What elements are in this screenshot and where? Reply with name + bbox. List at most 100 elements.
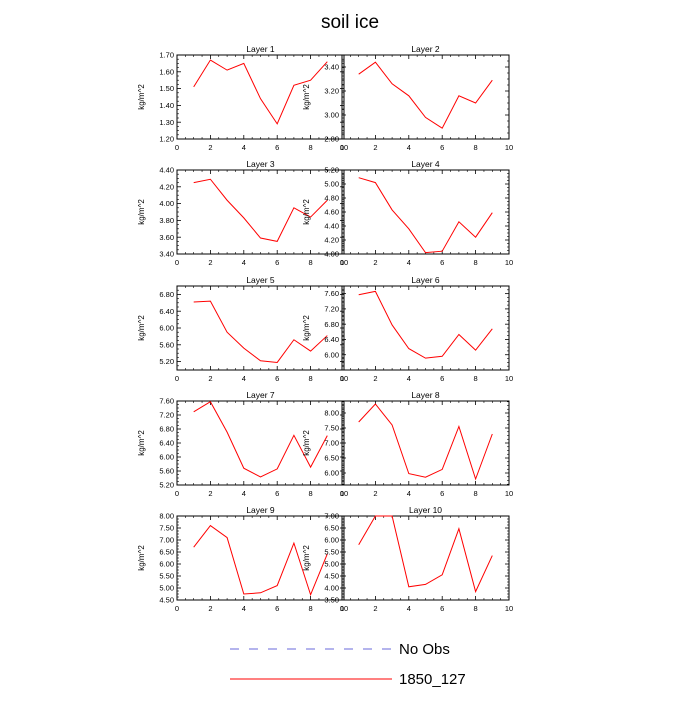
x-tick-label: 10 [340, 143, 348, 152]
x-tick-label: 10 [340, 258, 348, 267]
y-axis-label: kg/m^2 [302, 545, 311, 571]
panel-title: Layer 9 [246, 505, 275, 515]
legend: No Obs 1850_127 [230, 641, 466, 688]
x-tick-label: 8 [474, 489, 478, 498]
x-tick-label: 0 [340, 143, 344, 152]
legend-label: No Obs [399, 641, 450, 658]
y-tick-label: 4.00 [324, 250, 339, 259]
y-tick-label: 6.50 [324, 524, 339, 533]
series-line [358, 403, 493, 481]
panel-title: Layer 5 [246, 275, 275, 285]
y-tick-label: 4.50 [159, 596, 174, 605]
x-tick-label: 0 [340, 374, 344, 383]
x-tick-label: 8 [474, 374, 478, 383]
panel-5: Layer 5 0 2 4 6 8 10 5.20 5.60 6.00 6.40 6.80 kg/m^2 [137, 275, 348, 383]
y-tick-label: 6.80 [324, 320, 339, 329]
y-tick-label: 6.00 [159, 560, 174, 569]
panel-6: Layer 6 0 2 4 6 8 10 6.00 6.40 6.80 7.20 7.60 kg/m^2 [302, 275, 513, 383]
y-tick-label: 5.50 [324, 548, 339, 557]
y-tick-label: 3.20 [324, 87, 339, 96]
x-tick-label: 2 [373, 604, 377, 613]
y-tick-label: 3.50 [324, 596, 339, 605]
y-tick-label: 5.20 [324, 166, 339, 175]
y-tick-label: 7.00 [159, 536, 174, 545]
y-tick-label: 5.20 [159, 481, 174, 490]
y-tick-label: 4.60 [324, 208, 339, 217]
plot-frame [176, 285, 345, 371]
y-tick-label: 1.50 [159, 84, 174, 93]
y-tick-label: 3.80 [159, 216, 174, 225]
x-tick-label: 4 [407, 604, 411, 613]
y-tick-label: 6.40 [159, 307, 174, 316]
y-axis-label: kg/m^2 [137, 315, 146, 341]
x-tick-label: 8 [474, 258, 478, 267]
y-tick-label: 7.50 [159, 524, 174, 533]
x-tick-label: 10 [505, 258, 513, 267]
y-axis-label: kg/m^2 [302, 199, 311, 225]
y-tick-label: 5.00 [324, 180, 339, 189]
y-axis-label: kg/m^2 [137, 84, 146, 110]
y-tick-label: 7.60 [159, 397, 174, 406]
y-tick-label: 5.20 [159, 357, 174, 366]
y-tick-label: 6.00 [324, 350, 339, 359]
y-axis-label: kg/m^2 [302, 315, 311, 341]
y-axis-label: kg/m^2 [302, 84, 311, 110]
x-tick-label: 4 [407, 374, 411, 383]
x-tick-label: 8 [309, 374, 313, 383]
y-tick-label: 4.40 [159, 166, 174, 175]
x-tick-label: 2 [373, 489, 377, 498]
x-tick-label: 4 [407, 258, 411, 267]
x-tick-label: 2 [208, 489, 212, 498]
x-tick-label: 4 [242, 489, 246, 498]
series-line [358, 515, 493, 594]
series-line [193, 178, 328, 242]
panel-4: Layer 40 2 4 6 8 104.004.204.404.604.805.005.… [302, 159, 513, 267]
series-line [358, 177, 493, 254]
panel-3: Layer 3 0 2 4 6 8 10 3.40 3.60 3.80 4.00 4.20 4.40 kg… [137, 159, 348, 267]
plot-frame [341, 515, 510, 601]
plot-frame [176, 515, 345, 601]
y-tick-label: 6.50 [324, 454, 339, 463]
y-tick-label: 6.40 [324, 335, 339, 344]
x-tick-label: 2 [208, 374, 212, 383]
x-tick-label: 6 [275, 604, 279, 613]
x-tick-label: 10 [505, 143, 513, 152]
x-tick-label: 4 [242, 143, 246, 152]
x-tick-label: 10 [505, 489, 513, 498]
y-axis-label: kg/m^2 [137, 545, 146, 571]
y-tick-label: 7.50 [324, 424, 339, 433]
panel-title: Layer 7 [246, 390, 275, 400]
chart-title: soil ice [321, 12, 379, 33]
y-tick-label: 3.40 [159, 250, 174, 259]
y-tick-label: 6.00 [159, 324, 174, 333]
x-tick-label: 2 [208, 604, 212, 613]
x-tick-label: 2 [373, 374, 377, 383]
y-tick-label: 1.30 [159, 118, 174, 127]
y-tick-label: 4.20 [324, 236, 339, 245]
x-tick-label: 10 [340, 604, 348, 613]
y-tick-label: 6.80 [159, 290, 174, 299]
series-line [193, 401, 328, 478]
y-tick-label: 3.40 [324, 63, 339, 72]
plot-frame [176, 400, 345, 486]
panel-10: Layer 100 2 4 6 8 103.504.004.505.005.506.006… [302, 505, 513, 613]
x-tick-label: 6 [440, 143, 444, 152]
series-line [193, 524, 328, 597]
y-tick-label: 6.00 [324, 536, 339, 545]
y-tick-label: 3.60 [159, 233, 174, 242]
y-tick-label: 5.60 [159, 467, 174, 476]
x-tick-label: 6 [275, 374, 279, 383]
y-tick-label: 8.00 [159, 512, 174, 521]
y-tick-label: 1.70 [159, 51, 174, 60]
x-tick-label: 10 [505, 604, 513, 613]
y-tick-label: 2.80 [324, 135, 339, 144]
series-line [193, 59, 328, 125]
panel-7: Layer 7 0 2 4 6 8 10 5.20 5.60 6.00 6.40 6.80 7.20 7.… [137, 390, 348, 498]
y-tick-label: 6.50 [159, 548, 174, 557]
x-tick-label: 10 [340, 489, 348, 498]
x-tick-label: 8 [309, 489, 313, 498]
x-tick-label: 4 [242, 258, 246, 267]
